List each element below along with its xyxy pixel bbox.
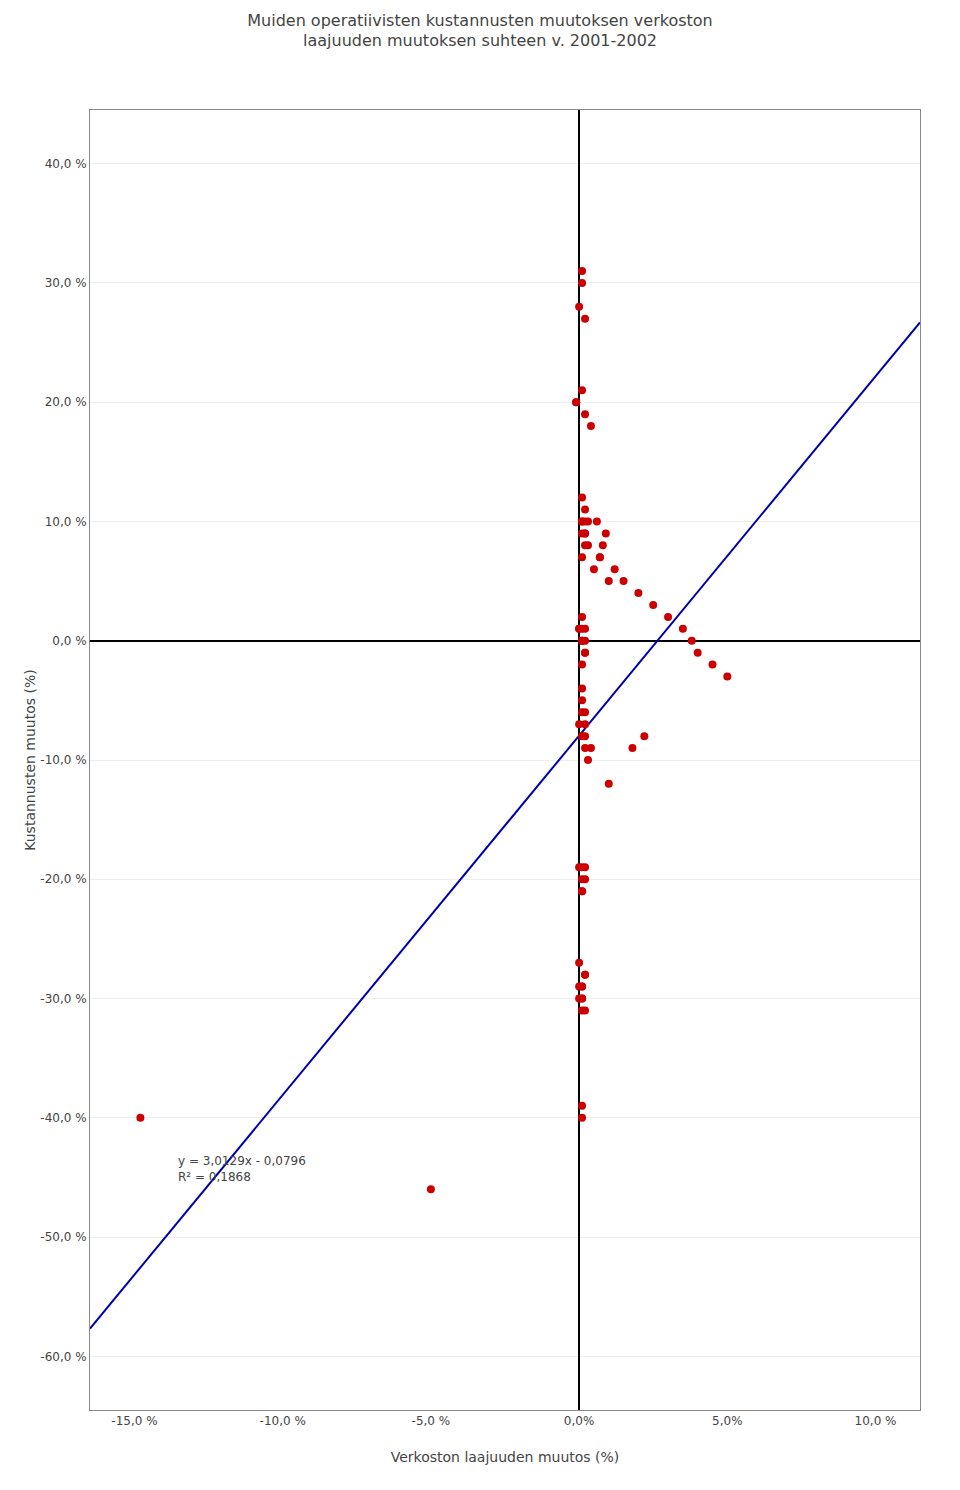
svg-text:5,0%: 5,0% — [712, 1414, 743, 1428]
svg-text:-20,0 %: -20,0 % — [40, 872, 86, 886]
svg-text:-10,0 %: -10,0 % — [260, 1414, 306, 1428]
svg-text:Verkoston laajuuden muutos (%): Verkoston laajuuden muutos (%) — [391, 1449, 620, 1465]
svg-text:y = 3,0129x - 0,0796R² = 0,186: y = 3,0129x - 0,0796R² = 0,1868 — [178, 1154, 306, 1184]
svg-text:-30,0 %: -30,0 % — [40, 992, 86, 1006]
svg-text:Kustannusten muutos (%): Kustannusten muutos (%) — [22, 669, 38, 850]
svg-text:10,0 %: 10,0 % — [855, 1414, 897, 1428]
svg-text:30,0 %: 30,0 % — [45, 276, 87, 290]
svg-text:-5,0 %: -5,0 % — [412, 1414, 451, 1428]
svg-text:-50,0 %: -50,0 % — [40, 1230, 86, 1244]
svg-text:Muiden operatiivisten kustannu: Muiden operatiivisten kustannusten muuto… — [247, 11, 713, 51]
svg-text:40,0 %: 40,0 % — [45, 157, 87, 171]
svg-text:20,0 %: 20,0 % — [45, 395, 87, 409]
svg-text:-15,0 %: -15,0 % — [111, 1414, 157, 1428]
svg-text:0,0%: 0,0% — [564, 1414, 595, 1428]
svg-text:-40,0 %: -40,0 % — [40, 1111, 86, 1125]
svg-text:-10,0 %: -10,0 % — [40, 753, 86, 767]
svg-text:-60,0 %: -60,0 % — [40, 1350, 86, 1364]
svg-text:10,0 %: 10,0 % — [45, 515, 87, 529]
svg-text:0,0 %: 0,0 % — [52, 634, 86, 648]
